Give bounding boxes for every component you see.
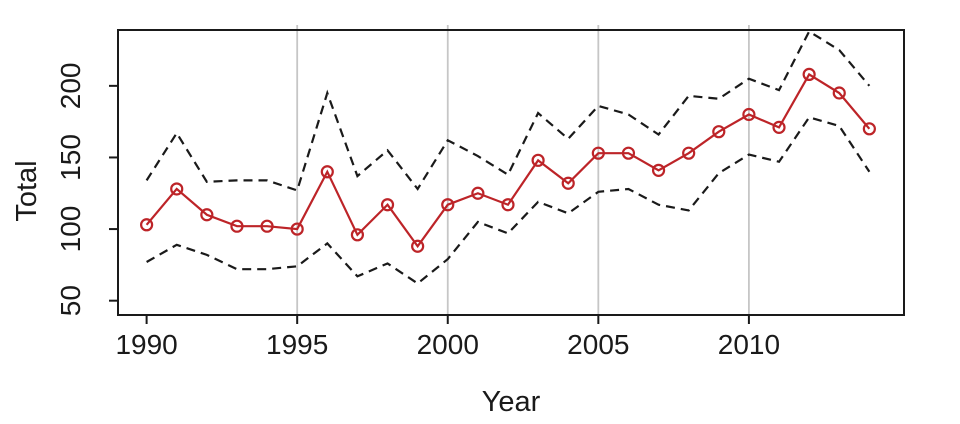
lower_bound-line: [146, 116, 871, 285]
data-point-marker: [802, 67, 816, 81]
series-lines: [140, 29, 876, 285]
x-axis-title: Year: [482, 386, 541, 418]
x-tick-label: 1990: [115, 329, 177, 360]
y-tick-label: 200: [55, 62, 86, 109]
data-point-marker: [772, 120, 786, 134]
x-tick-label: 2010: [718, 329, 780, 360]
data-point-marker: [471, 186, 485, 200]
data-point-marker: [350, 228, 365, 242]
plot-border: [117, 29, 905, 316]
y-tick-label: 50: [55, 285, 86, 316]
y-tick-label: 150: [55, 134, 86, 181]
upper_bound-line: [145, 29, 871, 192]
data-point-marker: [591, 146, 605, 160]
data-point-marker: [621, 146, 636, 160]
data-point-marker: [501, 198, 515, 212]
data-point-marker: [712, 125, 726, 139]
data-point-marker: [832, 86, 846, 100]
data-point-marker: [320, 165, 334, 179]
data-point-marker: [682, 146, 696, 160]
data-point-marker: [380, 198, 395, 212]
data-point-marker: [651, 163, 666, 177]
data-point-marker: [411, 239, 425, 253]
data-point-marker: [260, 219, 274, 233]
data-point-marker: [561, 176, 575, 190]
data-point-marker: [441, 198, 455, 212]
y-axis-title: Total: [11, 160, 43, 221]
x-tick-label: 2005: [567, 329, 629, 360]
data-point-marker: [862, 122, 876, 136]
data-point-marker: [531, 153, 545, 167]
data-point-marker: [230, 219, 244, 233]
total-line: [145, 72, 871, 249]
x-tick-label: 1995: [266, 329, 328, 360]
gridlines: [296, 25, 750, 315]
data-point-marker: [742, 107, 756, 122]
data-point-marker: [140, 218, 154, 232]
data-point-marker: [200, 208, 214, 222]
data-point-marker: [290, 222, 304, 236]
data-point-marker: [170, 182, 184, 196]
y-tick-label: 100: [55, 206, 86, 253]
x-tick-label: 2000: [417, 329, 479, 360]
axes: 1990 1995 2000 2005 2010 50 100 150 200: [55, 29, 905, 360]
